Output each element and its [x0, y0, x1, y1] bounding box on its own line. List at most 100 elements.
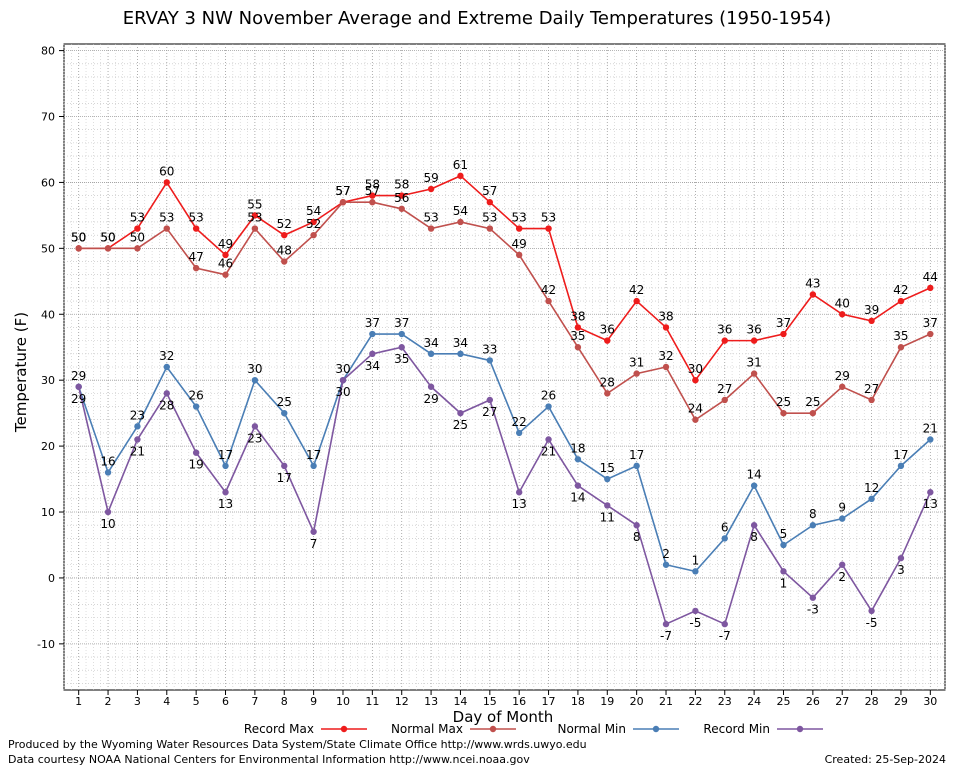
data-point	[692, 376, 699, 384]
data-label: 1	[780, 576, 788, 590]
data-label: 56	[394, 191, 409, 205]
data-label: 32	[159, 349, 174, 363]
data-point	[310, 462, 317, 470]
data-point	[721, 396, 728, 404]
legend: Record Max Normal Max Normal Min Record Min	[244, 722, 823, 736]
data-label: 57	[335, 184, 350, 198]
x-tick-label: 17	[542, 695, 556, 708]
data-point	[692, 607, 699, 615]
data-label: 15	[600, 461, 615, 475]
x-tick-label: 7	[251, 695, 258, 708]
data-label: 47	[189, 250, 204, 264]
data-label: 38	[658, 309, 673, 323]
y-tick-label: 10	[41, 506, 55, 519]
data-point	[927, 284, 934, 292]
data-point	[780, 409, 787, 417]
series-line	[77, 333, 931, 573]
data-label: 53	[512, 211, 527, 225]
data-point	[839, 311, 846, 318]
x-tick-label: 30	[923, 695, 937, 708]
data-label: 2	[662, 547, 670, 561]
data-label: 42	[629, 283, 644, 297]
x-tick-label: 21	[659, 695, 673, 708]
data-label: 36	[717, 323, 732, 337]
data-label: 37	[923, 316, 938, 330]
data-label: 17	[629, 448, 644, 462]
data-point	[281, 462, 288, 470]
x-tick-label: 2	[105, 695, 112, 708]
data-label: 23	[130, 408, 145, 422]
data-point	[897, 344, 905, 351]
y-tick-label: 0	[48, 572, 55, 585]
x-tick-label: 19	[600, 695, 614, 708]
data-label: 37	[365, 316, 380, 330]
data-point	[222, 462, 229, 470]
data-label: 3	[897, 563, 905, 577]
data-point	[104, 508, 112, 516]
data-point	[780, 330, 787, 338]
data-point	[545, 436, 552, 443]
data-point	[163, 179, 170, 186]
data-label: 42	[893, 283, 908, 297]
data-label: 21	[923, 422, 938, 436]
data-point	[633, 522, 640, 529]
data-point	[633, 462, 640, 470]
data-point	[662, 561, 670, 568]
data-label: 36	[600, 323, 615, 337]
data-point	[574, 482, 582, 489]
data-point	[545, 403, 552, 410]
x-tick-label: 29	[894, 695, 908, 708]
data-label: 10	[100, 517, 115, 531]
data-point	[897, 462, 905, 470]
data-label: 8	[809, 507, 817, 521]
data-label: 8	[750, 530, 758, 544]
series-line	[78, 201, 931, 421]
data-label: 6	[721, 520, 729, 534]
legend-marker	[340, 725, 348, 733]
data-label: 27	[717, 382, 732, 396]
data-label: 11	[600, 510, 615, 524]
data-point	[868, 396, 875, 404]
data-label: 29	[71, 369, 86, 383]
y-tick-label: 30	[41, 374, 55, 387]
data-label: 58	[394, 178, 409, 192]
data-label: 49	[218, 237, 233, 251]
data-point	[457, 350, 464, 358]
credit-producer: Produced by the Wyoming Water Resources …	[8, 738, 587, 751]
data-point	[457, 409, 464, 417]
data-point	[897, 554, 905, 562]
data-point	[750, 522, 758, 529]
chart-title: ERVAY 3 NW November Average and Extreme …	[122, 8, 832, 29]
data-label: 18	[570, 441, 585, 455]
data-point	[192, 449, 200, 456]
data-point	[339, 376, 347, 384]
data-point	[750, 370, 758, 377]
data-label: 7	[310, 537, 318, 551]
data-point	[574, 324, 582, 331]
data-point	[163, 225, 170, 232]
series-line	[78, 174, 931, 382]
data-point	[192, 403, 200, 410]
data-point	[868, 607, 875, 615]
data-label: 21	[541, 445, 556, 459]
series-line	[77, 346, 932, 626]
data-point	[369, 199, 376, 206]
data-point	[369, 330, 376, 338]
y-axis-label: Temperature (F)	[12, 312, 30, 433]
data-point	[163, 390, 170, 397]
data-point	[604, 390, 611, 397]
data-point	[398, 205, 405, 212]
data-point	[134, 436, 141, 443]
data-label: 25	[776, 395, 791, 409]
data-label: -7	[719, 629, 731, 643]
data-label: 44	[923, 270, 938, 284]
data-point	[134, 423, 141, 430]
data-point	[721, 535, 728, 542]
data-point	[515, 225, 523, 232]
data-point	[163, 363, 170, 371]
data-label: 53	[541, 211, 556, 225]
data-label: 34	[453, 336, 468, 350]
data-point	[398, 344, 405, 351]
